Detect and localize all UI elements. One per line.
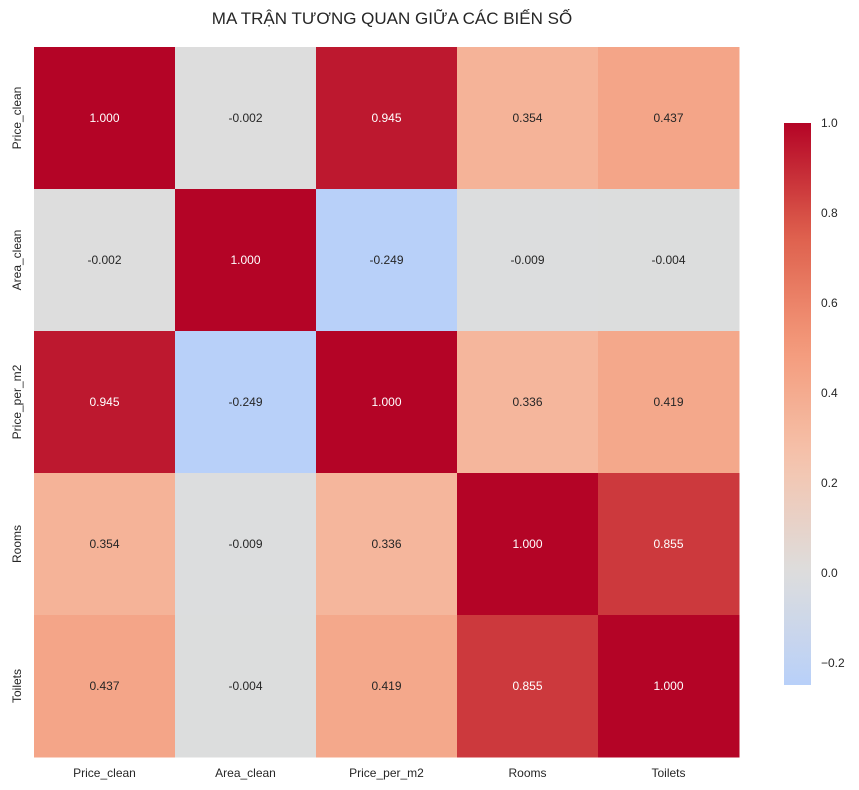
x-tick-label: Toilets (651, 766, 685, 780)
cell-value-label: 0.437 (653, 111, 683, 125)
heatmap-cell (175, 473, 317, 616)
cell-value-label: -0.004 (228, 679, 262, 693)
cell-value-label: 0.437 (89, 679, 119, 693)
cell-value-label: 1.000 (653, 679, 683, 693)
colorbar-tick-label: 0.4 (821, 386, 838, 400)
cell-value-label: 0.336 (371, 537, 401, 551)
colorbar-tick-label: 1.0 (821, 116, 838, 130)
colorbar-tick-label: 0.2 (821, 476, 838, 490)
cell-value-label: 0.945 (371, 111, 401, 125)
heatmap-cell (316, 331, 458, 474)
heatmap-cell (175, 189, 317, 332)
cell-value-label: 1.000 (512, 537, 542, 551)
cell-value-label: 0.336 (512, 395, 542, 409)
colorbar-tick-label: 0.6 (821, 296, 838, 310)
cell-value-label: 0.419 (653, 395, 683, 409)
cell-value-label: 0.855 (653, 537, 683, 551)
colorbar-gradient (784, 123, 811, 685)
heatmap-cell (316, 615, 458, 758)
colorbar-tick-label: 0.0 (821, 566, 838, 580)
x-tick-label: Price_clean (73, 766, 136, 780)
cell-value-label: -0.002 (228, 111, 262, 125)
cell-value-label: -0.249 (228, 395, 262, 409)
heatmap-cell (598, 331, 740, 474)
cell-value-label: -0.009 (228, 537, 262, 551)
colorbar: −0.2 0.0 0.2 0.4 0.6 0.8 1.0 (784, 116, 845, 685)
heatmap-cell (316, 473, 458, 616)
cell-value-label: 0.419 (371, 679, 401, 693)
heatmap-cell (457, 331, 599, 474)
chart-title: MA TRẬN TƯƠNG QUAN GIỮA CÁC BIẾN SỐ (212, 8, 572, 28)
cell-value-label: -0.249 (369, 253, 403, 267)
colorbar-tick-label: 0.8 (821, 206, 838, 220)
heatmap-cell (34, 473, 176, 616)
y-tick-label: Price_per_m2 (10, 364, 24, 439)
heatmap-cell (598, 189, 740, 332)
cell-value-label: -0.009 (510, 253, 544, 267)
cell-value-label: 0.354 (89, 537, 119, 551)
cell-value-label: 1.000 (230, 253, 260, 267)
colorbar-tick-label: −0.2 (821, 656, 845, 670)
heatmap-cell (34, 189, 176, 332)
x-tick-label: Area_clean (215, 766, 276, 780)
y-tick-label: Toilets (10, 669, 24, 703)
y-tick-label: Price_clean (10, 87, 24, 150)
heatmap-cells: 1.000 -0.002 0.945 0.354 0.437 -0.002 1.000 -0.… (34, 47, 740, 758)
heatmap-cell (34, 615, 176, 758)
y-tick-label: Area_clean (10, 230, 24, 291)
heatmap-cell (457, 473, 599, 616)
heatmap-cell (34, 331, 176, 474)
heatmap-cell (598, 615, 740, 758)
heatmap-cell (457, 615, 599, 758)
x-axis-ticks: Price_clean Area_clean Price_per_m2 Rooms To… (73, 766, 685, 780)
heatmap-cell (316, 47, 458, 190)
heatmap-cell (34, 47, 176, 190)
heatmap-cell (457, 47, 599, 190)
x-tick-label: Rooms (508, 766, 546, 780)
y-axis-ticks: Price_clean Area_clean Price_per_m2 Rooms To… (10, 87, 24, 703)
heatmap-cell (175, 615, 317, 758)
cell-value-label: 0.855 (512, 679, 542, 693)
cell-value-label: 0.354 (512, 111, 542, 125)
x-tick-label: Price_per_m2 (349, 766, 424, 780)
cell-value-label: 1.000 (89, 111, 119, 125)
y-tick-label: Rooms (10, 525, 24, 563)
cell-value-label: -0.004 (651, 253, 685, 267)
cell-value-label: 0.945 (89, 395, 119, 409)
heatmap-cell (175, 331, 317, 474)
heatmap-cell (598, 473, 740, 616)
heatmap-cell (598, 47, 740, 190)
cell-value-label: 1.000 (371, 395, 401, 409)
heatmap-cell (457, 189, 599, 332)
heatmap-cell (175, 47, 317, 190)
cell-value-label: -0.002 (87, 253, 121, 267)
heatmap-cell (316, 189, 458, 332)
